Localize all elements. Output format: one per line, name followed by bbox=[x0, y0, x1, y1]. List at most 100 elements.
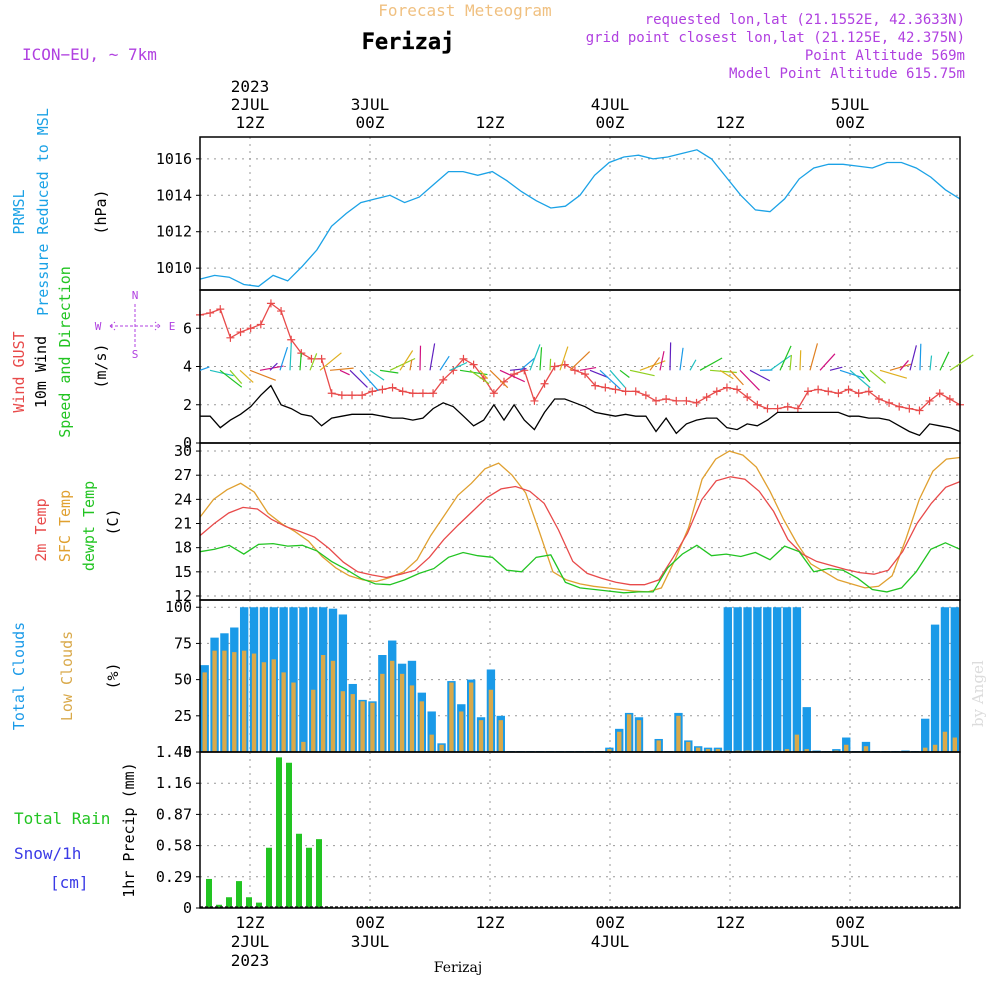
model-point-altitude: Model Point Altitude 615.75m bbox=[729, 66, 965, 82]
wind-direction-arrow bbox=[779, 345, 792, 371]
wind-direction-arrow bbox=[799, 350, 802, 371]
rain-bar bbox=[246, 897, 252, 908]
wind-label: 10m Wind bbox=[32, 336, 50, 408]
temp-2m-line bbox=[199, 476, 961, 586]
y-tick-label: 2 bbox=[183, 396, 192, 414]
gust-marker bbox=[408, 389, 417, 398]
total-cloud-bar bbox=[802, 707, 811, 752]
low-clouds-label: Low Clouds bbox=[58, 631, 76, 721]
y-tick-label: 1012 bbox=[156, 223, 192, 241]
wind-direction-arrow bbox=[359, 369, 379, 392]
y-tick-label: 75 bbox=[174, 634, 192, 652]
y-tick-label: 25 bbox=[174, 707, 192, 725]
gust-marker bbox=[722, 383, 731, 392]
y-tick-label: 24 bbox=[174, 490, 192, 508]
gust-marker bbox=[550, 362, 559, 371]
wind-direction-arrow bbox=[499, 369, 525, 383]
rain-bar bbox=[286, 762, 292, 908]
gust-marker bbox=[652, 396, 660, 405]
gust-marker bbox=[793, 404, 802, 413]
rain-bar bbox=[256, 902, 262, 908]
gust-marker bbox=[763, 404, 772, 413]
gust-marker bbox=[489, 389, 498, 398]
bottom-time-label: 00Z bbox=[596, 913, 625, 932]
gust-marker bbox=[692, 398, 701, 407]
y-tick-label: 1.16 bbox=[156, 774, 192, 792]
wind-direction-arrow bbox=[649, 357, 660, 371]
gust-marker bbox=[469, 360, 478, 369]
y-tick-label: 12 bbox=[174, 587, 192, 605]
gust-marker bbox=[804, 387, 812, 396]
top-time-label: 2JUL bbox=[231, 95, 270, 114]
wind-direction-arrow bbox=[789, 354, 793, 371]
wind-direction-arrow bbox=[619, 369, 630, 378]
y-tick-label: 0 bbox=[183, 743, 192, 761]
compass-rose bbox=[109, 304, 161, 348]
gust-marker bbox=[915, 406, 924, 415]
snow-unit-label: [cm] bbox=[50, 873, 89, 892]
wind-direction-arrow bbox=[559, 346, 569, 371]
total-clouds-label: Total Clouds bbox=[10, 622, 28, 730]
bottom-time-label: 3JUL bbox=[351, 932, 390, 951]
total-cloud-bar bbox=[743, 607, 752, 752]
total-cloud-bar bbox=[289, 607, 298, 752]
low-cloud-bar bbox=[271, 659, 276, 752]
gust-marker bbox=[631, 387, 640, 396]
wind-direction-arrow bbox=[549, 358, 552, 371]
top-time-label: 00Z bbox=[596, 113, 625, 132]
gust-marker bbox=[601, 383, 610, 392]
gust-marker bbox=[358, 391, 367, 400]
wind-direction-arrow bbox=[859, 369, 871, 383]
low-cloud-bar bbox=[863, 746, 869, 752]
gust-marker bbox=[226, 333, 235, 342]
low-cloud-bar bbox=[202, 672, 207, 752]
gust-marker bbox=[834, 389, 843, 398]
low-cloud-bar bbox=[419, 701, 425, 752]
gust-marker bbox=[682, 396, 691, 405]
pressure-line bbox=[199, 149, 961, 288]
total-cloud-bar bbox=[921, 718, 930, 752]
wind-direction-arrow bbox=[389, 357, 416, 371]
compass-north: N bbox=[132, 289, 139, 302]
total-cloud-bar bbox=[427, 711, 436, 752]
low-cloud-bar bbox=[952, 737, 957, 752]
bottom-time-label: 12Z bbox=[716, 913, 745, 932]
wind-direction-arrow bbox=[539, 347, 543, 371]
bottom-time-label: 4JUL bbox=[591, 932, 630, 951]
wind-direction-arrow bbox=[329, 367, 354, 371]
top-time-label: 00Z bbox=[356, 113, 385, 132]
wind-direction-arrow bbox=[579, 366, 597, 371]
low-cloud-bar bbox=[241, 650, 247, 752]
footer-station-name: Ferizaj bbox=[434, 960, 482, 976]
gust-marker bbox=[236, 328, 245, 337]
total-cloud-bar bbox=[299, 607, 308, 752]
wind-direction-arrow bbox=[209, 369, 234, 377]
rain-bar bbox=[296, 833, 302, 908]
rain-bar bbox=[316, 839, 322, 908]
total-cloud-bar bbox=[723, 607, 732, 752]
low-cloud-bar bbox=[705, 749, 711, 752]
bottom-time-label: 12Z bbox=[476, 913, 505, 932]
gust-marker bbox=[753, 400, 762, 409]
precip-unit: 1hr Precip (mm) bbox=[120, 762, 138, 897]
y-tick-label: 50 bbox=[174, 671, 192, 689]
wind-direction-arrow bbox=[299, 352, 302, 371]
y-tick-label: 0.58 bbox=[156, 837, 192, 855]
wind-direction-arrow bbox=[439, 355, 450, 371]
wind-panel: 0 2 4 6 Wind GUST 10m Wind Speed and Direction… bbox=[10, 266, 974, 452]
top-time-label: 2023 bbox=[231, 77, 270, 96]
gust-marker bbox=[773, 404, 782, 413]
gust-marker bbox=[317, 354, 326, 363]
gust-marker bbox=[702, 393, 711, 402]
dewpt-label: dewpt Temp bbox=[80, 481, 98, 571]
sfc-temp-label: SFC Temp bbox=[56, 490, 74, 562]
gust-marker bbox=[368, 387, 377, 396]
rain-bar bbox=[266, 847, 272, 908]
gust-marker bbox=[388, 383, 397, 392]
clouds-unit: (%) bbox=[104, 662, 122, 689]
wind-direction-arrow bbox=[749, 369, 771, 382]
low-cloud-bar bbox=[261, 662, 267, 752]
gust-marker bbox=[581, 370, 590, 379]
low-cloud-bar bbox=[449, 682, 454, 752]
gust-marker bbox=[611, 385, 620, 394]
